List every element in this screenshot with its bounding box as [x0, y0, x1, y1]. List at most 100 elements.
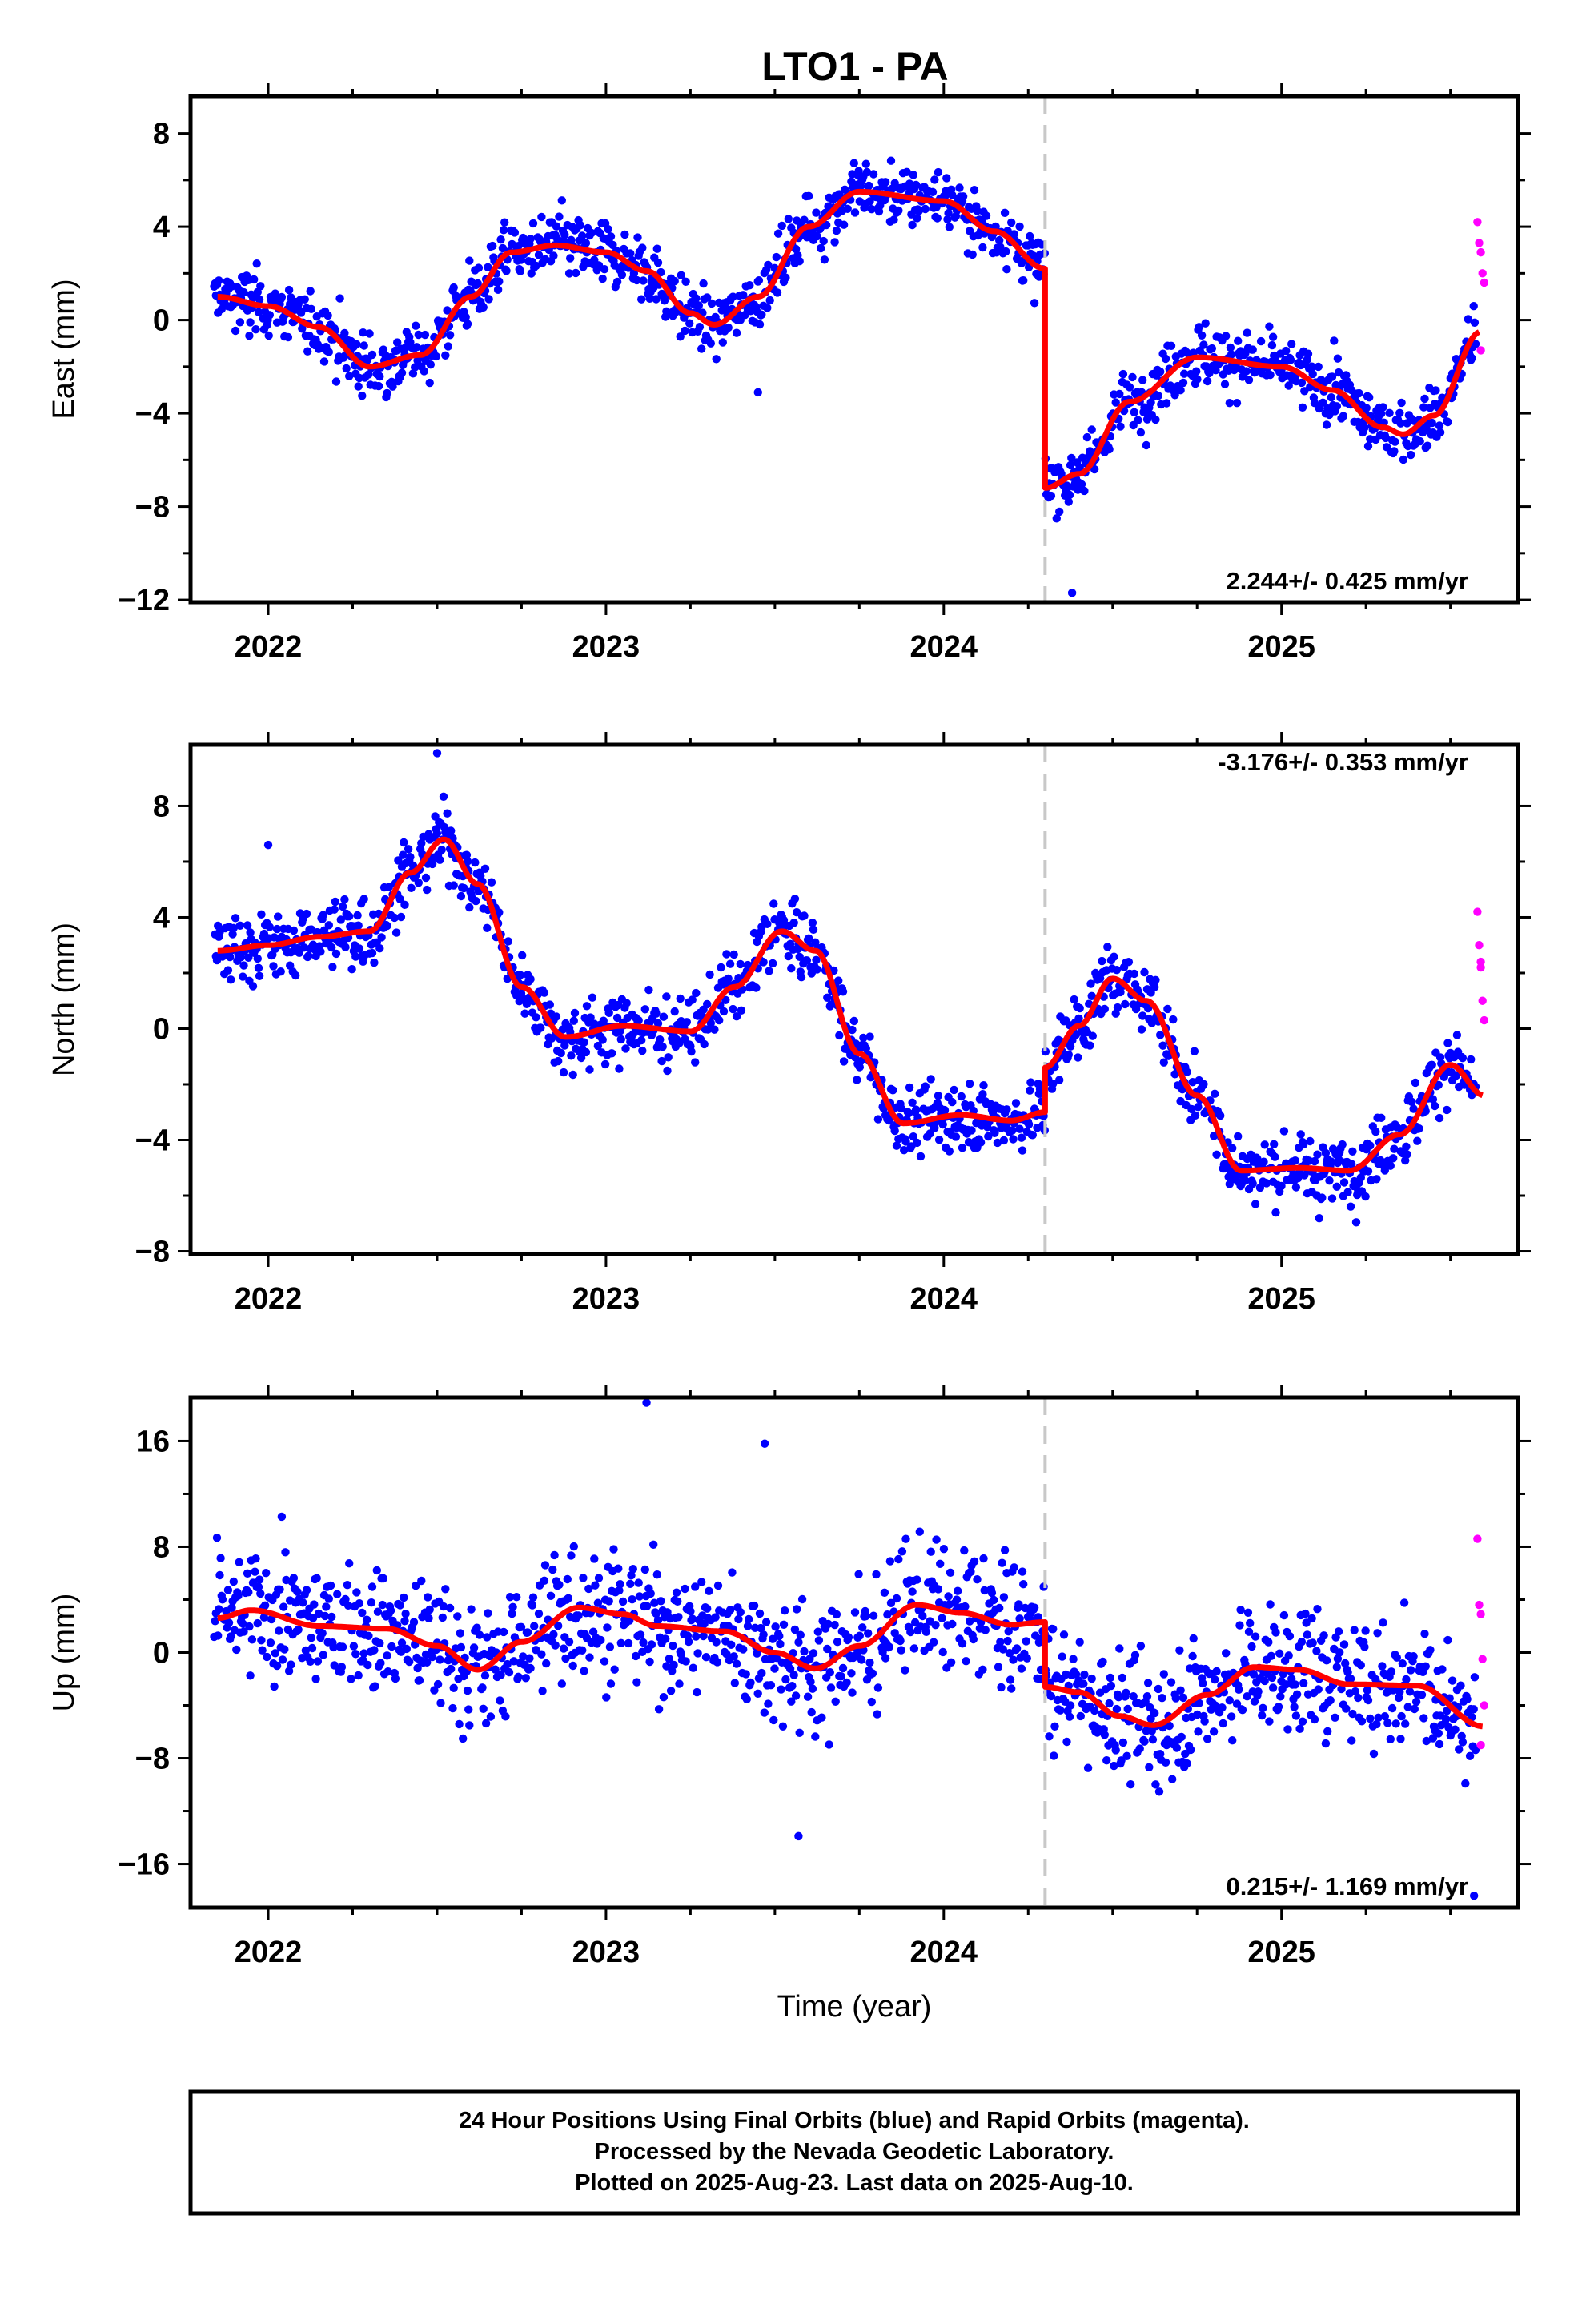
up-point	[540, 1561, 550, 1570]
north-point	[1015, 1124, 1024, 1133]
up-point	[980, 1586, 989, 1595]
up-point	[1373, 1629, 1382, 1638]
up-point	[267, 1614, 276, 1624]
up-point	[239, 1619, 247, 1628]
up-point	[769, 1715, 778, 1725]
up-point	[813, 1627, 822, 1636]
up-point	[604, 1597, 613, 1606]
up-point	[244, 1588, 253, 1597]
up-point	[278, 1655, 287, 1664]
north-point	[1088, 1031, 1098, 1040]
north-point	[423, 885, 432, 895]
east-point	[1193, 375, 1202, 384]
north-point	[1121, 999, 1130, 1009]
up-point	[343, 1581, 352, 1590]
east-point	[1469, 302, 1478, 311]
north-point	[522, 999, 532, 1009]
north-point	[244, 953, 253, 963]
up-point	[1106, 1673, 1115, 1683]
up-point	[850, 1608, 860, 1617]
up-point	[1235, 1621, 1244, 1630]
east-point	[271, 289, 279, 298]
north-point	[1158, 1041, 1167, 1050]
north-point	[1113, 1003, 1122, 1012]
north-final-orbit-points	[211, 749, 1480, 1227]
up-point	[1276, 1692, 1285, 1701]
up-point	[1117, 1756, 1126, 1765]
north-point	[769, 959, 777, 968]
up-point	[654, 1705, 664, 1714]
north-point	[769, 899, 778, 908]
up-point	[579, 1574, 588, 1582]
east-point	[653, 258, 663, 267]
up-point	[743, 1622, 753, 1630]
north-point	[338, 902, 347, 911]
up-point	[1378, 1662, 1387, 1671]
north-x-tick-label: 2023	[572, 1282, 640, 1316]
north-x-tick-label: 2022	[235, 1282, 303, 1316]
east-x-tick-label: 2022	[235, 630, 303, 664]
east-point	[1201, 319, 1210, 328]
up-point	[1158, 1694, 1166, 1703]
up-point	[308, 1614, 318, 1622]
north-point	[341, 943, 350, 951]
up-point	[1188, 1651, 1197, 1661]
up-rapid-point	[1476, 1740, 1485, 1750]
east-point	[499, 226, 508, 235]
east-point	[365, 329, 374, 338]
up-point	[939, 1545, 949, 1554]
up-point	[319, 1651, 327, 1659]
east-point	[374, 381, 383, 391]
up-point	[318, 1629, 327, 1638]
up-point	[459, 1734, 468, 1743]
north-point	[228, 930, 237, 939]
north-point	[1159, 1058, 1169, 1067]
north-point	[805, 934, 813, 943]
north-point	[1347, 1160, 1356, 1168]
east-point	[729, 292, 737, 301]
east-point	[1423, 441, 1432, 450]
up-rapid-point	[1480, 1701, 1489, 1710]
up-point	[455, 1719, 464, 1729]
up-point	[906, 1627, 915, 1637]
east-point	[549, 251, 558, 260]
north-point	[1098, 956, 1106, 966]
up-point	[602, 1693, 611, 1702]
east-point	[1220, 380, 1230, 388]
north-y-tick-label: 8	[153, 790, 170, 823]
up-point	[1186, 1745, 1195, 1755]
up-point	[978, 1665, 987, 1674]
panels: 8 4 0 −4 −8 −12 2022 2023 2024 2025 East (mm) 2.244…	[47, 83, 1531, 2024]
north-point	[984, 1132, 993, 1141]
up-point	[1335, 1648, 1344, 1657]
up-point	[227, 1603, 236, 1613]
up-point	[1126, 1780, 1135, 1789]
up-point	[1005, 1649, 1014, 1658]
east-point	[1115, 389, 1124, 399]
up-point	[1012, 1644, 1022, 1653]
north-point	[1212, 1150, 1221, 1160]
up-point	[640, 1565, 649, 1574]
north-point	[873, 1115, 883, 1124]
east-point	[1203, 376, 1212, 386]
up-point	[1443, 1707, 1452, 1715]
north-point	[243, 921, 252, 930]
east-point	[791, 244, 801, 254]
up-point	[1380, 1712, 1390, 1721]
east-point	[914, 207, 923, 215]
up-x-axis-label: Time (year)	[777, 1990, 932, 2024]
up-point	[688, 1614, 697, 1623]
east-point	[1391, 437, 1399, 446]
up-point	[551, 1641, 560, 1650]
north-point	[324, 921, 333, 930]
east-point	[718, 338, 727, 347]
up-point	[449, 1683, 458, 1692]
north-point	[1137, 1025, 1146, 1034]
up-point	[897, 1646, 905, 1655]
up-point	[1130, 1651, 1140, 1659]
north-point	[722, 950, 731, 959]
up-point	[769, 1634, 777, 1643]
up-point	[218, 1595, 227, 1604]
north-point	[1164, 1051, 1173, 1060]
up-point	[649, 1540, 658, 1550]
